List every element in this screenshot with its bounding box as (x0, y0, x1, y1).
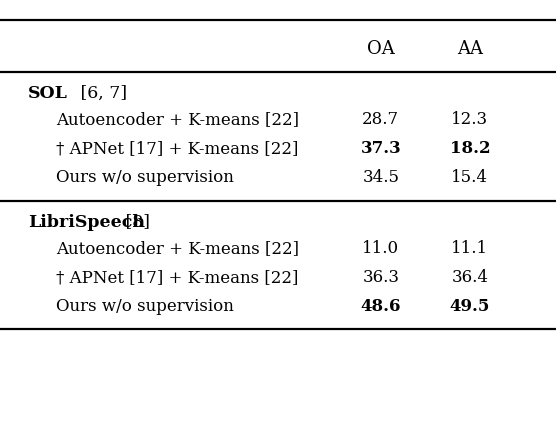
Text: 36.4: 36.4 (451, 269, 488, 286)
Text: LibriSpeech: LibriSpeech (28, 214, 145, 230)
Text: Autoencoder + K-means [22]: Autoencoder + K-means [22] (56, 111, 299, 128)
Text: [8]: [8] (120, 214, 150, 230)
Text: SOL: SOL (28, 85, 68, 102)
Text: † APNet [17] + K-means [22]: † APNet [17] + K-means [22] (56, 269, 298, 286)
Text: Ours w/o supervision: Ours w/o supervision (56, 169, 234, 186)
Text: 11.0: 11.0 (363, 240, 399, 257)
Text: 34.5: 34.5 (363, 169, 399, 186)
Text: [6, 7]: [6, 7] (75, 85, 127, 102)
Text: Ours w/o supervision: Ours w/o supervision (56, 298, 234, 315)
Text: 36.3: 36.3 (363, 269, 399, 286)
Text: 49.5: 49.5 (450, 298, 490, 315)
Text: † APNet [17] + K-means [22]: † APNet [17] + K-means [22] (56, 140, 298, 157)
Text: 48.6: 48.6 (361, 298, 401, 315)
Text: 15.4: 15.4 (451, 169, 488, 186)
Text: 18.2: 18.2 (449, 140, 490, 157)
Text: OA: OA (367, 40, 395, 58)
Text: Autoencoder + K-means [22]: Autoencoder + K-means [22] (56, 240, 299, 257)
Text: 12.3: 12.3 (451, 111, 488, 128)
Text: 28.7: 28.7 (363, 111, 399, 128)
Text: AA: AA (457, 40, 483, 58)
Text: 37.3: 37.3 (360, 140, 401, 157)
Text: 11.1: 11.1 (451, 240, 488, 257)
